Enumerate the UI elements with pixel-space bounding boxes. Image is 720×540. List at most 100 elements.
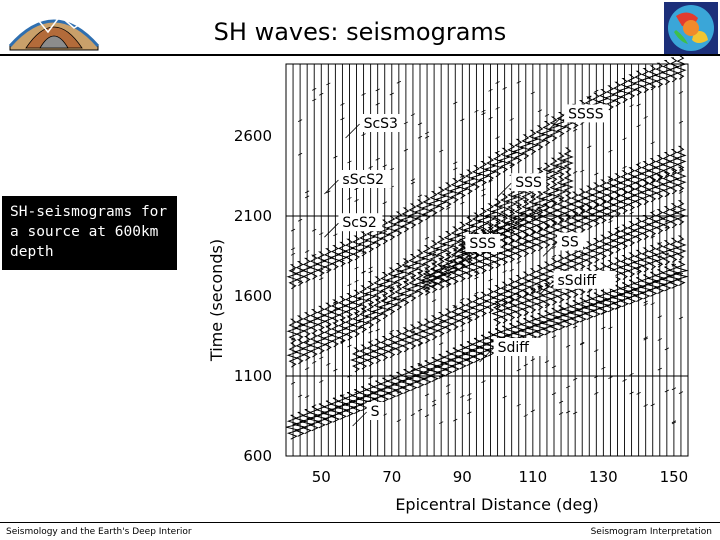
wiggle-ScS3-140 — [631, 70, 645, 96]
wiggle-ScS2-46 — [300, 335, 313, 361]
wiggle-SS-136 — [617, 224, 631, 250]
noise-82-3 — [431, 253, 437, 257]
noise-110-3 — [530, 287, 536, 291]
wiggle-S-42 — [285, 414, 301, 440]
wiggle-Sdiff-136 — [617, 282, 633, 308]
wiggle-sSSS-136 — [617, 170, 631, 196]
wiggle-sSdiff-102 — [497, 298, 511, 324]
noise-136-5 — [622, 240, 627, 244]
noise-92-2 — [467, 357, 472, 361]
noise-48-1 — [312, 254, 317, 257]
phase-label-bg-7 — [553, 270, 616, 289]
wiggle-sScS2-42 — [286, 318, 299, 344]
footer-section-title: Seismogram Interpretation — [590, 527, 712, 537]
wiggle-ScS3-94 — [469, 165, 483, 191]
noise-144-5 — [650, 403, 655, 407]
wiggle-Sdiff-140 — [631, 277, 647, 303]
noise-62-3 — [361, 251, 366, 254]
phase-arrow-6 — [542, 242, 558, 257]
wiggle-SSS-112 — [533, 226, 546, 252]
noise-150-1 — [671, 254, 677, 257]
x-tick-label-150: 150 — [660, 468, 689, 486]
noise-102-2 — [502, 87, 507, 90]
wiggle-ScS2-66 — [371, 298, 384, 324]
wiggle-Sdiff-142 — [638, 274, 654, 300]
noise-130-2 — [601, 311, 606, 314]
x-tick-label-110: 110 — [519, 468, 548, 486]
noise-134-0 — [615, 90, 620, 94]
noise-108-4 — [523, 313, 528, 317]
noise-82-5 — [431, 299, 437, 303]
noise-128-3 — [594, 172, 599, 176]
wiggle-Sdiff-124 — [575, 297, 590, 323]
wiggle-SS-128 — [589, 238, 602, 263]
wiggle-sScS2-60 — [349, 289, 363, 315]
wiggle-S-94 — [469, 337, 485, 363]
wiggle-sSSS-138 — [625, 167, 638, 193]
phase-label-s: S — [371, 404, 380, 420]
noise-122-0 — [572, 377, 578, 381]
wiggle-ScS2-60 — [349, 312, 363, 338]
phase-label-bg-1 — [338, 170, 392, 188]
noise-106-1 — [516, 294, 521, 298]
wiggle-ScS2-42 — [286, 342, 299, 368]
wiggle-SS-112 — [533, 264, 546, 290]
wiggle-sSSS-132 — [603, 176, 617, 202]
noise-148-3 — [664, 194, 670, 197]
wiggle-ScS3-112 — [533, 125, 546, 151]
wiggle-SS-140 — [631, 217, 645, 243]
noise-126-1 — [587, 95, 592, 99]
wiggle-sSSS-134 — [610, 173, 624, 199]
wiggle-S-90 — [455, 344, 471, 370]
phase-arrow-7 — [539, 280, 554, 296]
wiggle-sSSS-152 — [674, 145, 687, 171]
noise-104-0 — [509, 163, 514, 167]
wiggle-sScS2-84 — [434, 235, 447, 261]
noise-48-0 — [312, 228, 317, 232]
wiggle-ScS3-48 — [307, 254, 320, 280]
wiggle-ScS2-68 — [378, 294, 391, 320]
wiggle-SS-90 — [455, 301, 468, 327]
phase-arrow-2 — [324, 222, 339, 238]
noise-118-4 — [558, 264, 564, 268]
noise-50-0 — [319, 380, 324, 383]
noise-132-5 — [608, 177, 613, 181]
wiggle-ScS3-144 — [646, 65, 659, 91]
noise-110-2 — [530, 409, 536, 413]
wiggle-ScS3-96 — [476, 160, 490, 186]
wiggle-sSSS-104 — [505, 218, 518, 244]
wiggle-ScS3-52 — [321, 248, 334, 274]
noise-136-3 — [622, 165, 627, 169]
noise-146-5 — [657, 242, 662, 245]
phase-arrow-1 — [324, 179, 339, 195]
wiggle-sSdiff-114 — [540, 283, 553, 309]
wiggle-ScS3-80 — [420, 195, 433, 221]
noise-82-1 — [431, 403, 437, 407]
wiggle-SSS-110 — [526, 229, 539, 255]
phase-arrow-4 — [496, 182, 512, 198]
noise-78-5 — [417, 408, 423, 412]
noise-44-3 — [297, 280, 303, 284]
noise-152-5 — [678, 120, 684, 124]
wiggle-SS-102 — [497, 281, 511, 307]
noise-70-5 — [389, 92, 394, 96]
wiggle-Sdiff-128 — [589, 292, 605, 318]
wiggle-sScS2-102 — [497, 193, 511, 219]
noise-50-5 — [319, 232, 324, 236]
wiggle-SS-144 — [646, 212, 659, 237]
wiggle-SSS-80 — [420, 270, 433, 296]
wiggle-sSSS-146 — [653, 155, 666, 180]
noise-68-5 — [382, 298, 387, 302]
wiggle-SSS-122 — [568, 211, 581, 237]
wiggle-ScS3-68 — [378, 219, 391, 245]
noise-122-5 — [572, 325, 578, 329]
noise-132-4 — [608, 376, 613, 379]
wiggle-SS-86 — [441, 308, 454, 334]
wiggle-ScS2-50 — [314, 329, 327, 355]
noise-46-0 — [304, 195, 310, 199]
noise-98-3 — [488, 278, 493, 282]
noise-76-3 — [410, 368, 416, 372]
noise-102-1 — [502, 395, 507, 399]
noise-100-1 — [495, 106, 500, 110]
noise-146-4 — [657, 338, 662, 341]
